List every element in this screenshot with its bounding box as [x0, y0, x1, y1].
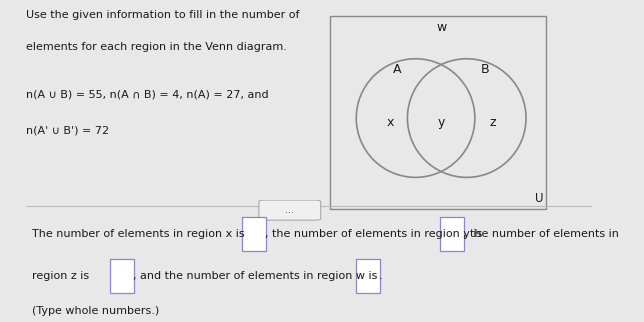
Text: U: U: [535, 192, 543, 205]
Text: ...: ...: [285, 205, 294, 215]
Text: (Type whole numbers.): (Type whole numbers.): [32, 306, 159, 316]
Text: , and the number of elements in region w is: , and the number of elements in region w…: [133, 271, 377, 281]
Text: y: y: [437, 116, 445, 129]
FancyBboxPatch shape: [242, 217, 266, 251]
Text: elements for each region in the Venn diagram.: elements for each region in the Venn dia…: [26, 42, 287, 52]
Text: x: x: [386, 116, 393, 129]
Text: region z is: region z is: [32, 271, 89, 281]
FancyBboxPatch shape: [111, 259, 134, 293]
FancyBboxPatch shape: [440, 217, 464, 251]
Text: .: .: [379, 271, 383, 281]
Text: n(A ∪ B) = 55, n(A ∩ B) = 4, n(A) = 27, and: n(A ∪ B) = 55, n(A ∩ B) = 4, n(A) = 27, …: [26, 90, 269, 99]
Text: Use the given information to fill in the number of: Use the given information to fill in the…: [26, 10, 299, 20]
Text: The number of elements in region x is: The number of elements in region x is: [32, 229, 244, 240]
Text: , the number of elements in region y is: , the number of elements in region y is: [265, 229, 482, 240]
Text: z: z: [489, 116, 495, 129]
FancyBboxPatch shape: [330, 16, 545, 209]
Text: B: B: [481, 63, 489, 76]
Text: A: A: [393, 63, 401, 76]
FancyBboxPatch shape: [356, 259, 380, 293]
Text: , the number of elements in: , the number of elements in: [463, 229, 619, 240]
Text: w: w: [436, 21, 446, 34]
FancyBboxPatch shape: [259, 200, 321, 220]
Text: n(A' ∪ B') = 72: n(A' ∪ B') = 72: [26, 126, 109, 136]
